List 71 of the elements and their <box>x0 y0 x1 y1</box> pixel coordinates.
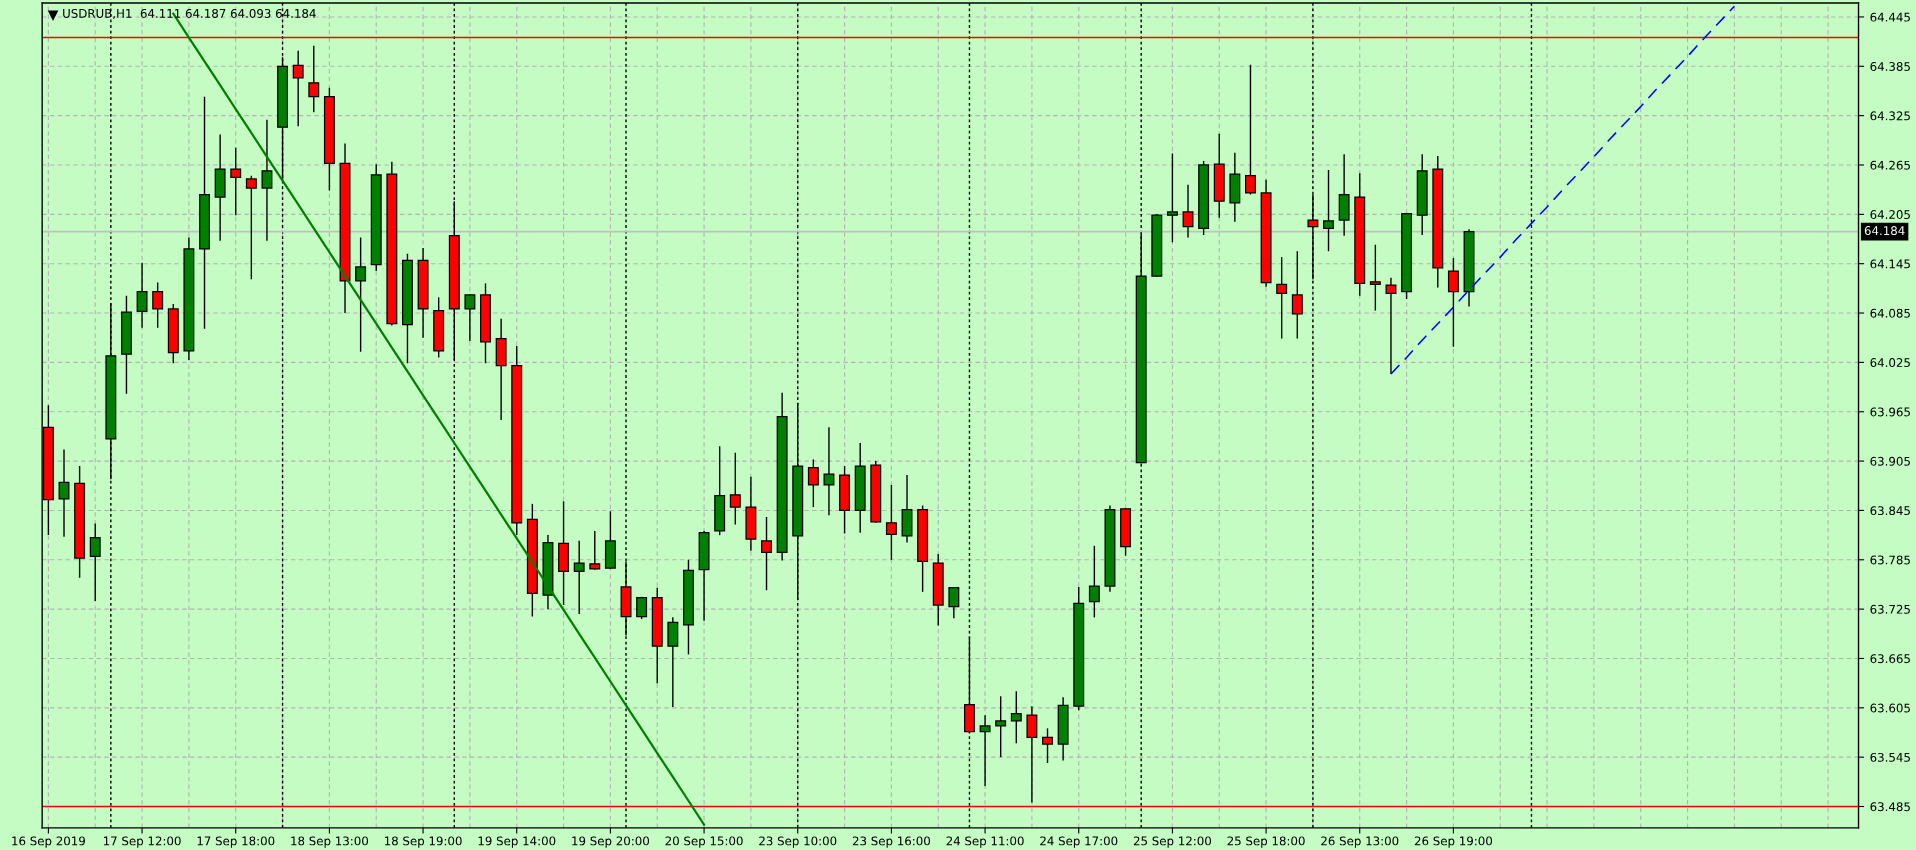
candlestick <box>1010 690 1022 744</box>
x-tick-label: 17 Sep 18:00 <box>197 836 275 848</box>
x-tick-label: 25 Sep 12:00 <box>1133 836 1212 848</box>
line-series <box>1390 5 1736 375</box>
x-tick-label: 20 Sep 15:00 <box>665 836 743 848</box>
candlestick <box>1088 545 1100 619</box>
x-tick-label: 19 Sep 14:00 <box>478 836 556 848</box>
x-tick-label: 19 Sep 20:00 <box>572 836 650 848</box>
candlestick <box>1385 276 1397 375</box>
candlestick <box>1447 257 1459 348</box>
x-tick-label: 18 Sep 19:00 <box>384 836 462 848</box>
y-tick-label: 63.485 <box>1870 802 1910 812</box>
y-tick-label: 63.545 <box>1870 752 1910 762</box>
y-tick-label: 63.905 <box>1870 456 1910 466</box>
x-tick-label: 23 Sep 10:00 <box>759 836 837 848</box>
y-tick-label: 63.725 <box>1870 604 1910 614</box>
candlestick <box>152 281 164 329</box>
candlestick <box>979 714 991 787</box>
y-tick-label: 64.265 <box>1870 160 1910 170</box>
x-tick-label: 24 Sep 11:00 <box>946 836 1024 848</box>
candlestick <box>667 616 679 708</box>
x-tick-label: 24 Sep 17:00 <box>1040 836 1118 848</box>
x-tick-label: 18 Sep 13:00 <box>291 836 369 848</box>
y-tick-label: 63.785 <box>1870 555 1910 565</box>
x-tick-label: 26 Sep 13:00 <box>1321 836 1399 848</box>
y-tick-label: 63.965 <box>1870 407 1910 417</box>
x-tick-label: 23 Sep 16:00 <box>852 836 931 848</box>
candlestick <box>1026 705 1038 804</box>
candlestick <box>292 49 304 128</box>
candlestick <box>1166 152 1178 244</box>
candlestick <box>58 448 70 538</box>
y-tick-label: 64.445 <box>1870 12 1910 22</box>
candlestick <box>995 695 1007 758</box>
candlestick <box>1182 184 1194 239</box>
candlestick <box>1323 169 1334 253</box>
chart-title: USDRUB,H1 64.111 64.187 64.093 64.184 <box>63 8 316 20</box>
candlestick <box>1244 63 1256 196</box>
candlestick <box>308 45 320 114</box>
candlestick <box>1369 244 1381 312</box>
y-tick-label: 64.025 <box>1870 358 1910 368</box>
candlestick <box>589 530 601 571</box>
candlestick <box>261 119 273 242</box>
ref-line-label: 64.184 <box>1864 226 1905 236</box>
y-tick-label: 64.085 <box>1870 308 1910 318</box>
candlestick <box>823 426 835 517</box>
candlestick <box>948 586 960 619</box>
y-tick-label: 64.325 <box>1870 111 1910 121</box>
y-tick-label: 64.205 <box>1870 210 1910 219</box>
candlestick <box>807 458 819 508</box>
candlestick <box>230 147 242 216</box>
x-tick-label: 17 Sep 12:00 <box>103 836 181 848</box>
x-tick-label: 16 Sep 2019 <box>12 836 85 848</box>
y-tick-label: 63.605 <box>1870 703 1910 713</box>
candlestick <box>761 516 772 591</box>
candlestick <box>1276 256 1288 340</box>
candlestick <box>245 174 257 281</box>
candlestick <box>1291 250 1303 340</box>
candlestick <box>1042 727 1053 764</box>
y-tick-label: 63.845 <box>1870 506 1910 516</box>
y-tick-label: 63.665 <box>1870 654 1910 664</box>
candlestick <box>464 293 476 342</box>
candlestick <box>136 262 148 329</box>
candlestick <box>729 452 741 526</box>
x-tick-label: 25 Sep 18:00 <box>1227 836 1305 848</box>
y-tick-label: 64.385 <box>1870 62 1910 71</box>
y-tick-label: 64.145 <box>1870 259 1910 269</box>
candlestick <box>573 540 585 615</box>
candlestick <box>89 522 101 602</box>
x-tick-label: 26 Sep 19:00 <box>1414 836 1493 848</box>
candlestick <box>355 236 367 353</box>
candlestick <box>885 484 897 561</box>
